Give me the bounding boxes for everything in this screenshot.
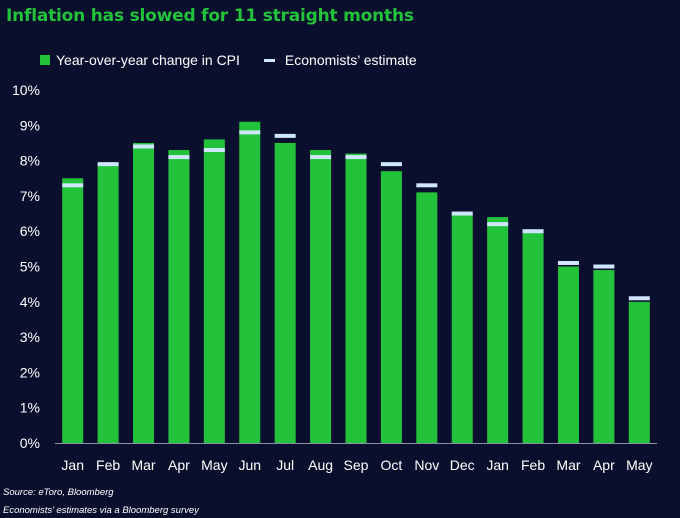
y-tick-label: 1% [20, 400, 40, 416]
cpi-bar [451, 213, 473, 443]
cpi-bar [557, 266, 579, 443]
x-tick-label: Mar [556, 457, 580, 473]
y-tick-label: 3% [20, 329, 40, 345]
x-tick-label: Sep [344, 457, 369, 473]
x-tick-label: Dec [450, 457, 475, 473]
x-tick-label: Jul [276, 457, 294, 473]
estimate-marker [416, 183, 438, 188]
x-tick-label: May [201, 457, 227, 473]
cpi-bar [310, 150, 332, 443]
legend-item-estimate: Economists’ estimate [263, 52, 417, 68]
cpi-bar [239, 121, 261, 444]
cpi-bar [628, 301, 650, 443]
y-tick-label: 5% [20, 259, 40, 275]
cpi-bar [416, 192, 438, 443]
cpi-bar [168, 150, 190, 443]
x-tick-label: Jan [486, 457, 509, 473]
estimate-marker [203, 148, 225, 153]
estimate-marker [487, 222, 509, 227]
y-tick-label: 7% [20, 188, 40, 204]
y-tick-label: 8% [20, 153, 40, 169]
x-tick-label: Aug [308, 457, 333, 473]
legend-swatch-estimate [263, 58, 275, 62]
estimate-marker [628, 296, 650, 301]
source-footnote: Source: eToro, Bloomberg [3, 487, 114, 498]
estimate-marker [310, 155, 332, 160]
cpi-bar [345, 153, 367, 444]
cpi-bar [62, 178, 84, 443]
y-tick-label: 9% [20, 117, 40, 133]
legend: Year-over-year change in CPI Economists’… [40, 52, 441, 68]
estimate-marker [380, 162, 402, 167]
y-tick-label: 10% [12, 82, 40, 98]
estimate-marker [522, 229, 544, 234]
cpi-bar [133, 142, 155, 443]
legend-item-cpi: Year-over-year change in CPI [40, 52, 240, 68]
x-tick-label: Apr [593, 457, 615, 473]
x-tick-label: May [626, 457, 652, 473]
legend-swatch-cpi [40, 55, 50, 65]
chart-title: Inflation has slowed for 11 straight mon… [6, 6, 414, 26]
estimate-marker [133, 144, 155, 149]
estimate-marker [451, 211, 473, 216]
x-tick-label: Mar [131, 457, 155, 473]
x-tick-label: Feb [96, 457, 120, 473]
y-tick-label: 0% [20, 435, 40, 451]
estimate-marker [168, 155, 190, 160]
x-tick-label: Apr [168, 457, 190, 473]
y-tick-label: 6% [20, 223, 40, 239]
estimate-marker [274, 133, 296, 138]
estimate-marker [593, 264, 615, 269]
estimate-marker [345, 155, 367, 160]
survey-footnote: Economists’ estimates via a Bloomberg su… [3, 505, 199, 516]
estimate-marker [62, 183, 84, 188]
y-tick-label: 4% [20, 294, 40, 310]
cpi-bar [274, 142, 296, 443]
estimate-marker [97, 162, 119, 167]
cpi-bar [203, 139, 225, 444]
legend-label-cpi: Year-over-year change in CPI [56, 52, 240, 68]
cpi-bar [380, 171, 402, 443]
estimate-marker [239, 130, 261, 135]
y-tick-label: 2% [20, 364, 40, 380]
legend-label-estimate: Economists’ estimate [284, 52, 417, 68]
x-tick-label: Nov [414, 457, 439, 473]
cpi-bar [522, 231, 544, 443]
cpi-bar [487, 217, 509, 443]
x-tick-label: Oct [381, 457, 403, 473]
x-tick-label: Jan [61, 457, 84, 473]
x-tick-label: Feb [521, 457, 545, 473]
x-tick-label: Jun [238, 457, 261, 473]
cpi-bar [593, 270, 615, 443]
estimate-marker [557, 260, 579, 265]
cpi-bar [97, 164, 119, 443]
